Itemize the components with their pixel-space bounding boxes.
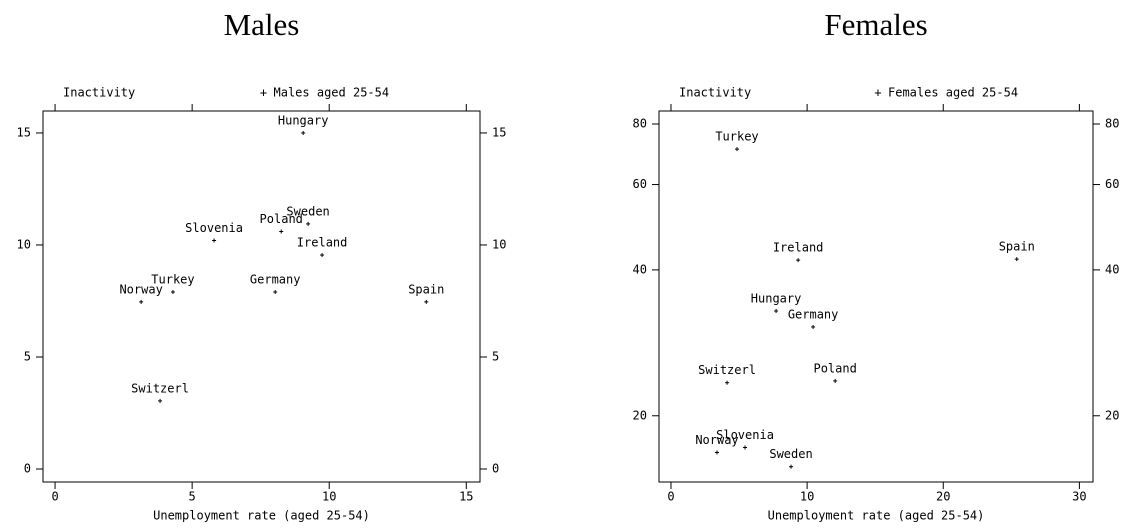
- y-tick-label: 40: [633, 262, 647, 276]
- point-label: Switzerl: [698, 363, 756, 377]
- point-label: Norway: [119, 282, 162, 296]
- point: [158, 398, 163, 403]
- point: [789, 464, 794, 469]
- point: [833, 378, 838, 383]
- point-label: Ireland: [297, 236, 348, 250]
- legend-marker: +: [260, 86, 267, 100]
- point-label: Turkey: [715, 130, 758, 144]
- point: [320, 253, 325, 258]
- point-label: Norway: [695, 433, 738, 447]
- point: [424, 299, 429, 304]
- legend-marker: +: [874, 86, 881, 100]
- x-axis-label: Unemployment rate (aged 25-54): [768, 509, 985, 523]
- point: [139, 299, 144, 304]
- point-label: Poland: [260, 212, 303, 226]
- point-label: Poland: [813, 361, 856, 375]
- legend-label: Males aged 25-54: [274, 86, 390, 100]
- x-axis-label: Unemployment rate (aged 25-54): [153, 509, 370, 523]
- y-tick-label-right: 15: [492, 125, 506, 139]
- y-tick-label-right: 60: [1105, 177, 1119, 191]
- point-label: Turkey: [151, 273, 194, 287]
- y-tick-label: 0: [24, 462, 31, 476]
- point: [796, 258, 801, 263]
- point: [714, 450, 719, 455]
- point: [725, 380, 730, 385]
- legend-label: Females aged 25-54: [888, 86, 1018, 100]
- point: [212, 238, 217, 243]
- point: [743, 445, 748, 450]
- y-axis-label: Inactivity: [63, 86, 135, 100]
- point: [273, 290, 278, 295]
- point-label: Sweden: [769, 447, 812, 461]
- y-tick-label: 5: [24, 349, 31, 363]
- point: [735, 147, 740, 152]
- y-tick-label: 60: [633, 177, 647, 191]
- x-tick-label: 15: [459, 490, 473, 504]
- point: [1014, 257, 1019, 262]
- point: [170, 290, 175, 295]
- x-tick-label: 5: [189, 490, 196, 504]
- point: [306, 221, 311, 226]
- y-tick-label-right: 80: [1105, 117, 1119, 131]
- x-tick-label: 30: [1072, 490, 1086, 504]
- point-label: Ireland: [773, 241, 824, 255]
- point-label: Switzerl: [131, 381, 189, 395]
- point-label: Hungary: [278, 113, 329, 127]
- y-tick-label: 20: [633, 408, 647, 422]
- point: [774, 309, 779, 314]
- y-axis-label: Inactivity: [679, 86, 751, 100]
- y-tick-label-right: 40: [1105, 262, 1119, 276]
- point-label: Hungary: [751, 292, 802, 306]
- point: [279, 229, 284, 234]
- x-tick-label: 0: [51, 490, 58, 504]
- point-label: Sweden: [286, 204, 329, 218]
- x-tick-label: 0: [667, 490, 674, 504]
- y-tick-label-right: 0: [492, 462, 499, 476]
- y-tick-label: 10: [17, 237, 31, 251]
- point: [811, 324, 816, 329]
- point: [301, 130, 306, 135]
- panel-title: Males: [224, 7, 300, 42]
- y-tick-label-right: 5: [492, 349, 499, 363]
- x-tick-label: 10: [322, 490, 336, 504]
- panel-title: Females: [824, 7, 927, 42]
- point-label: Germany: [250, 273, 301, 287]
- y-tick-label-right: 10: [492, 237, 506, 251]
- plot-frame: [42, 110, 481, 483]
- x-tick-label: 20: [936, 490, 950, 504]
- y-tick-label-right: 20: [1105, 408, 1119, 422]
- point-label: Slovenia: [185, 221, 243, 235]
- x-tick-label: 10: [800, 490, 814, 504]
- y-tick-label: 15: [17, 125, 31, 139]
- point-label: Spain: [408, 282, 444, 296]
- point-label: Germany: [788, 307, 839, 321]
- y-tick-label: 80: [633, 117, 647, 131]
- plot-frame: [658, 110, 1094, 483]
- point-label: Slovenia: [716, 428, 774, 442]
- point-label: Spain: [999, 240, 1035, 254]
